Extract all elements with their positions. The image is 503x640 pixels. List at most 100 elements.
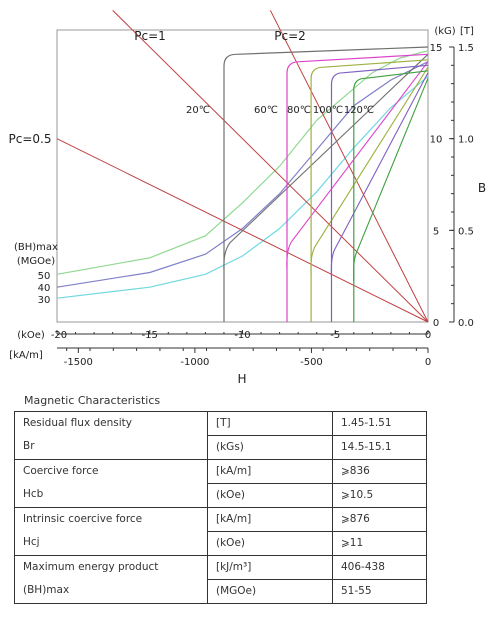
cell-line: 51-55	[341, 585, 372, 597]
cell-line: 14.5-15.1	[341, 441, 392, 453]
normal-curve-2	[310, 66, 429, 275]
table-row: Intrinsic coercive force Hcj [kA/m] (kOe) ⩾8…	[14, 507, 427, 556]
y-axis-title: B	[478, 181, 486, 195]
cell-line: 1.45-1.51	[341, 417, 392, 429]
cell-line: 406-438	[341, 561, 385, 573]
cell-line: Br	[23, 440, 35, 452]
intrinsic-curve-0	[223, 46, 429, 322]
magnetic-characteristics-table: Residual flux density Br [T] (kGs) 1.45-1.51…	[14, 411, 427, 604]
table-cell: [kJ/m³] (MGOe)	[207, 555, 333, 604]
table-row: Coercive force Hcb [kA/m] (kOe) ⩾836 ⩾10.5	[14, 459, 427, 508]
kam-tick-label-0: -1500	[64, 357, 93, 368]
bh-tick-label-0: 50	[38, 271, 51, 282]
table-cell: [kA/m] (kOe)	[207, 507, 333, 556]
intrinsic-curve-4	[353, 70, 429, 322]
pc-label-2: Pc=2	[274, 29, 306, 43]
t-unit-label: [T]	[460, 26, 474, 37]
cell-line: [kJ/m³]	[216, 561, 252, 573]
intrinsic-curve-3	[330, 64, 429, 322]
table-caption: Magnetic Characteristics	[24, 394, 161, 407]
kg-tick-label-2: 10	[430, 135, 443, 146]
normal-curve-0	[223, 53, 429, 271]
cell-line: (kOe)	[216, 489, 245, 501]
table-cell: ⩾876 ⩾11	[332, 507, 427, 556]
koe-tick-label-2: -10	[234, 330, 250, 341]
table-cell: Maximum energy product (BH)max	[14, 555, 208, 604]
cell-line: Maximum energy product	[23, 561, 159, 573]
cell-line: ⩾11	[341, 537, 364, 549]
temp-label-1: 60℃	[254, 105, 278, 116]
cell-line: [kA/m]	[216, 513, 252, 525]
cell-line: (MGOe)	[216, 585, 257, 597]
demagnetization-chart: Pc=0.5 Pc=1 Pc=2 20℃ 60℃ 80℃ 100℃ 120℃ -20 -15 -10…	[9, 9, 486, 386]
normal-curve-3	[330, 72, 429, 278]
cell-line: (BH)max	[23, 584, 70, 596]
table-row: Maximum energy product (BH)max [kJ/m³] (MGO…	[14, 555, 427, 604]
table-cell: Residual flux density Br	[14, 411, 208, 460]
cell-divider	[208, 531, 332, 532]
koe-tick-label-4: 0	[425, 330, 431, 341]
normal-curve-4	[353, 77, 429, 282]
pc-label-1: Pc=1	[134, 29, 166, 43]
pc-label-0: Pc=0.5	[9, 132, 52, 146]
cell-line: [kA/m]	[216, 465, 252, 477]
table-cell: ⩾836 ⩾10.5	[332, 459, 427, 508]
bh-curve-1	[56, 61, 429, 288]
table-cell: 1.45-1.51 14.5-15.1	[332, 411, 427, 460]
kam-tick-label-2: -500	[300, 357, 323, 368]
cell-divider	[208, 483, 332, 484]
cell-line: Hcb	[23, 488, 44, 500]
cell-line: Hcj	[23, 536, 40, 548]
kam-tick-label-1: -1000	[180, 357, 209, 368]
cell-divider	[333, 435, 426, 436]
kg-tick-label-0: 0	[433, 318, 439, 329]
cell-line: Residual flux density	[23, 417, 132, 429]
kg-tick-label-1: 5	[433, 226, 439, 237]
bh-tick-label-2: 30	[38, 295, 51, 306]
koe-tick-label-1: -15	[142, 330, 158, 341]
table-cell: [kA/m] (kOe)	[207, 459, 333, 508]
normal-curve-1	[286, 61, 429, 270]
temperature-curves	[223, 46, 429, 322]
temp-label-3: 100℃	[313, 105, 343, 116]
t-tick-label-3: 1.5	[458, 43, 474, 54]
cell-line: Intrinsic coercive force	[23, 513, 143, 525]
cell-divider	[333, 579, 426, 580]
kg-tick-label-3: 15	[430, 43, 443, 54]
cell-divider	[333, 531, 426, 532]
temp-label-4: 120℃	[344, 105, 374, 116]
table-row: Residual flux density Br [T] (kGs) 1.45-1.51…	[14, 411, 427, 460]
temp-label-2: 80℃	[287, 105, 311, 116]
bh-curve-2	[56, 75, 429, 299]
bh-tick-label-1: 40	[38, 283, 51, 294]
x-axis-title: H	[237, 372, 246, 386]
pc-line-1	[112, 9, 429, 323]
t-tick-label-2: 1.0	[458, 135, 474, 146]
kam-unit-label: [kA/m]	[9, 350, 43, 361]
cell-line: (kOe)	[216, 537, 245, 549]
koe-unit-label: (kOe)	[17, 330, 45, 341]
table-cell: 406-438 51-55	[332, 555, 427, 604]
cell-divider	[333, 483, 426, 484]
bh-title-0: (BH)max	[14, 242, 58, 253]
cell-line: ⩾10.5	[341, 489, 374, 501]
cell-line: ⩾876	[341, 513, 370, 525]
t-tick-label-1: 0.5	[458, 226, 474, 237]
koe-tick-label-3: -5	[330, 330, 340, 341]
kam-tick-label-3: 0	[425, 357, 431, 368]
intrinsic-curve-1	[286, 53, 429, 322]
cell-line: (kGs)	[216, 441, 244, 453]
bh-title-1: (MGOe)	[17, 256, 55, 267]
temp-label-0: 20℃	[186, 105, 210, 116]
cell-divider	[208, 435, 332, 436]
table-cell: Intrinsic coercive force Hcj	[14, 507, 208, 556]
cell-line: ⩾836	[341, 465, 370, 477]
table-cell: Coercive force Hcb	[14, 459, 208, 508]
t-tick-label-0: 0.0	[458, 318, 474, 329]
intrinsic-curve-2	[310, 59, 429, 322]
kg-unit-label: (kG)	[434, 26, 455, 37]
cell-line: [T]	[216, 417, 231, 429]
koe-tick-label-0: -20	[51, 330, 67, 341]
table-cell: [T] (kGs)	[207, 411, 333, 460]
cell-divider	[208, 579, 332, 580]
